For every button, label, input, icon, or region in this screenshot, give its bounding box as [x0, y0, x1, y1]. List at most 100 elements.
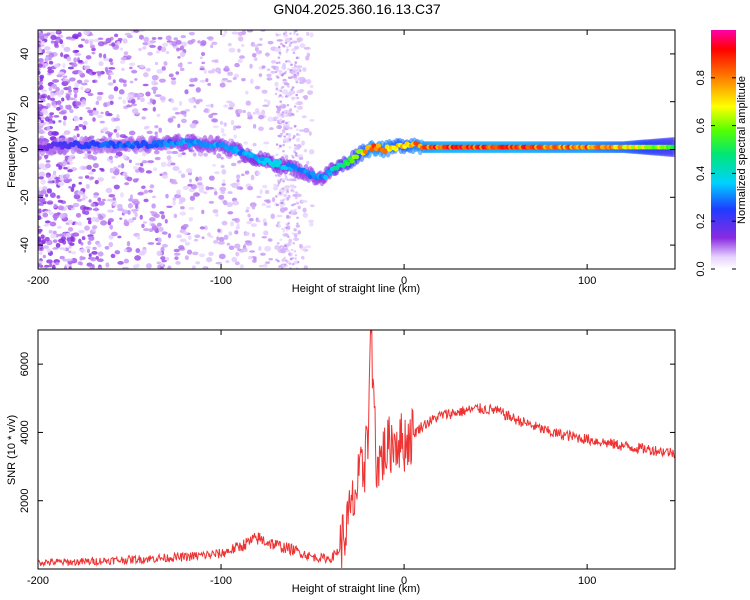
- noise-speckle: [303, 148, 308, 153]
- noise-speckle: [306, 31, 310, 37]
- noise-speckle: [278, 191, 282, 195]
- noise-speckle: [145, 170, 152, 174]
- noise-speckle: [93, 38, 100, 43]
- noise-speckle: [205, 104, 212, 108]
- noise-speckle: [226, 100, 233, 104]
- noise-speckle: [283, 198, 286, 201]
- noise-speckle: [172, 107, 179, 111]
- noise-speckle: [284, 111, 288, 115]
- colorbar-tick-label: 0.6: [695, 118, 707, 133]
- noise-speckle: [291, 40, 295, 43]
- noise-speckle: [293, 74, 296, 78]
- snr-x-ticks: -200 -100 0 100: [27, 330, 596, 587]
- noise-speckle: [117, 261, 124, 265]
- noise-speckle: [255, 50, 262, 55]
- snr-plot-area: [38, 330, 675, 569]
- noise-speckle: [240, 173, 245, 177]
- noise-speckle: [67, 219, 74, 225]
- noise-speckle: [160, 246, 165, 253]
- noise-speckle: [67, 85, 72, 91]
- noise-speckle: [86, 164, 92, 170]
- noise-speckle: [281, 201, 284, 205]
- noise-speckle: [287, 85, 290, 88]
- noise-speckle: [109, 167, 114, 174]
- noise-speckle: [284, 185, 291, 189]
- noise-speckle: [286, 196, 290, 201]
- noise-speckle: [130, 103, 138, 107]
- noise-speckle: [228, 47, 236, 53]
- noise-speckle: [40, 116, 46, 120]
- noise-speckle: [139, 214, 143, 220]
- noise-speckle: [165, 256, 170, 261]
- noise-speckle: [141, 223, 145, 228]
- noise-speckle: [294, 254, 298, 257]
- noise-speckle: [68, 178, 72, 182]
- noise-speckle: [192, 265, 196, 269]
- noise-speckle: [72, 232, 80, 237]
- noise-speckle: [89, 266, 94, 269]
- noise-speckle: [263, 230, 269, 236]
- noise-speckle: [266, 199, 271, 204]
- noise-speckle: [284, 70, 288, 74]
- noise-speckle: [245, 90, 249, 95]
- noise-speckle: [212, 209, 219, 214]
- noise-speckle: [232, 76, 237, 80]
- noise-speckle: [73, 93, 78, 99]
- noise-speckle: [132, 165, 139, 170]
- noise-speckle: [40, 189, 47, 195]
- noise-speckle: [172, 116, 176, 119]
- noise-speckle: [113, 129, 118, 133]
- noise-speckle: [282, 120, 286, 123]
- noise-speckle: [215, 213, 219, 217]
- noise-speckle: [136, 95, 141, 101]
- x-tick-label: 0: [401, 275, 407, 287]
- noise-speckle: [174, 256, 179, 261]
- noise-speckle: [287, 112, 293, 117]
- noise-speckle: [145, 125, 150, 129]
- noise-speckle: [218, 236, 225, 243]
- ridge-point: [375, 143, 382, 149]
- noise-speckle: [105, 187, 113, 194]
- noise-speckle: [160, 256, 166, 261]
- noise-speckle: [78, 229, 85, 234]
- noise-speckle: [74, 49, 80, 53]
- noise-speckle: [62, 160, 67, 165]
- noise-speckle: [305, 55, 310, 61]
- noise-speckle: [151, 36, 157, 40]
- noise-speckle: [182, 231, 189, 235]
- noise-speckle: [293, 105, 297, 108]
- noise-speckle: [166, 155, 172, 161]
- noise-speckle: [207, 82, 212, 87]
- x-tick-label: -200: [27, 575, 49, 587]
- noise-speckle: [165, 35, 172, 41]
- noise-speckle: [287, 121, 290, 124]
- noise-speckle: [280, 113, 283, 116]
- noise-speckle: [57, 233, 65, 237]
- noise-speckle: [208, 175, 215, 181]
- noise-speckle: [87, 109, 94, 114]
- noise-speckle: [188, 206, 195, 211]
- ridge-point: [353, 154, 360, 160]
- noise-speckle: [38, 215, 42, 221]
- noise-speckle: [170, 77, 177, 80]
- noise-speckle: [174, 193, 182, 199]
- noise-speckle: [38, 186, 42, 190]
- noise-speckle: [56, 195, 61, 199]
- noise-speckle: [231, 31, 239, 35]
- noise-speckle: [295, 193, 302, 198]
- noise-speckle: [73, 128, 80, 131]
- noise-speckle: [137, 191, 144, 196]
- noise-speckle: [63, 46, 71, 52]
- noise-speckle: [288, 90, 296, 95]
- noise-speckle: [193, 192, 200, 197]
- noise-speckle: [43, 46, 51, 51]
- noise-speckle: [203, 266, 207, 269]
- noise-speckle: [284, 41, 288, 45]
- noise-speckle: [105, 37, 112, 44]
- noise-speckle: [41, 49, 45, 54]
- noise-speckle: [295, 137, 301, 143]
- noise-speckle: [44, 116, 50, 122]
- noise-speckle: [98, 52, 103, 58]
- noise-speckle: [114, 33, 119, 38]
- noise-speckle: [79, 248, 87, 253]
